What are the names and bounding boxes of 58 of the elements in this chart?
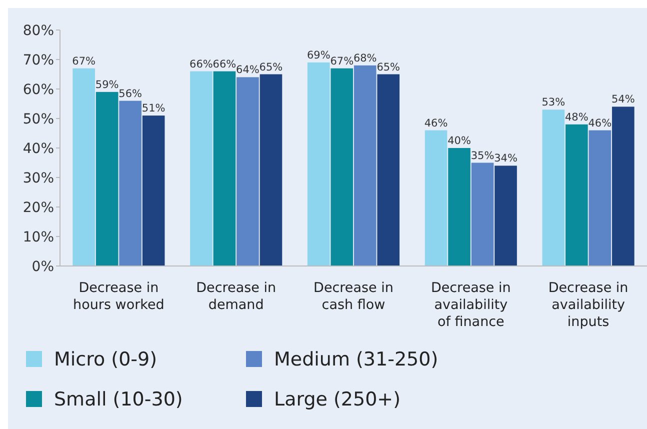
data-label: 66% [212,58,236,70]
bar [260,74,282,266]
bar [448,148,470,266]
x-tick-label: Decrease in availability inputs [548,280,628,330]
y-tick-label: 30% [22,170,54,186]
bar [96,92,118,266]
bar [119,100,142,266]
x-tick-label: Decrease in demand [196,280,276,313]
bar [354,65,376,266]
bar [142,116,165,266]
legend-label: Micro (0-9) [54,348,158,371]
y-tick-label: 80% [22,22,54,39]
x-tick-label: Decrease in cash flow [314,280,394,313]
data-label: 59% [95,78,119,91]
legend-label: Large (250+) [274,388,401,411]
bar [307,62,330,266]
y-tick-label: 70% [22,52,54,68]
data-label: 40% [448,135,471,147]
data-label: 69% [306,49,330,62]
data-label: 64% [236,64,260,76]
bar [72,68,95,266]
y-tick-label: 0% [32,258,54,275]
data-label: 51% [142,102,166,115]
data-label: 46% [424,117,448,130]
x-tick-label: Decrease in availability of finance [430,280,511,330]
data-label: 53% [542,96,566,109]
bar [190,71,212,266]
bar [612,106,634,266]
data-label: 54% [612,94,635,106]
bar [494,166,517,266]
data-label: 65% [376,61,400,74]
y-tick-label: 60% [22,82,54,98]
bar [588,130,612,266]
data-label: 56% [118,88,142,100]
bar [377,74,400,266]
data-label: 67% [72,55,96,68]
y-tick-label: 40% [22,140,54,157]
bar [424,130,448,266]
bar [330,68,354,266]
data-label: 46% [588,117,612,130]
y-tick-label: 20% [22,200,54,216]
bar [542,110,565,266]
y-tick-label: 50% [22,111,54,128]
data-label: 68% [353,52,377,64]
data-label: 65% [259,61,283,74]
bar [236,77,259,266]
legend-label: Medium (31-250) [274,348,438,371]
legend-label: Small (10-30) [54,388,183,411]
data-label: 66% [190,58,213,70]
data-label: 35% [470,150,494,162]
bar [213,71,236,266]
x-tick-label: Decrease in hours worked [73,280,164,313]
data-label: 48% [565,111,588,124]
y-tick-label: 10% [22,229,54,246]
bar [566,124,588,266]
bar [471,162,494,266]
data-label: 34% [494,152,518,165]
data-label: 67% [330,55,354,68]
